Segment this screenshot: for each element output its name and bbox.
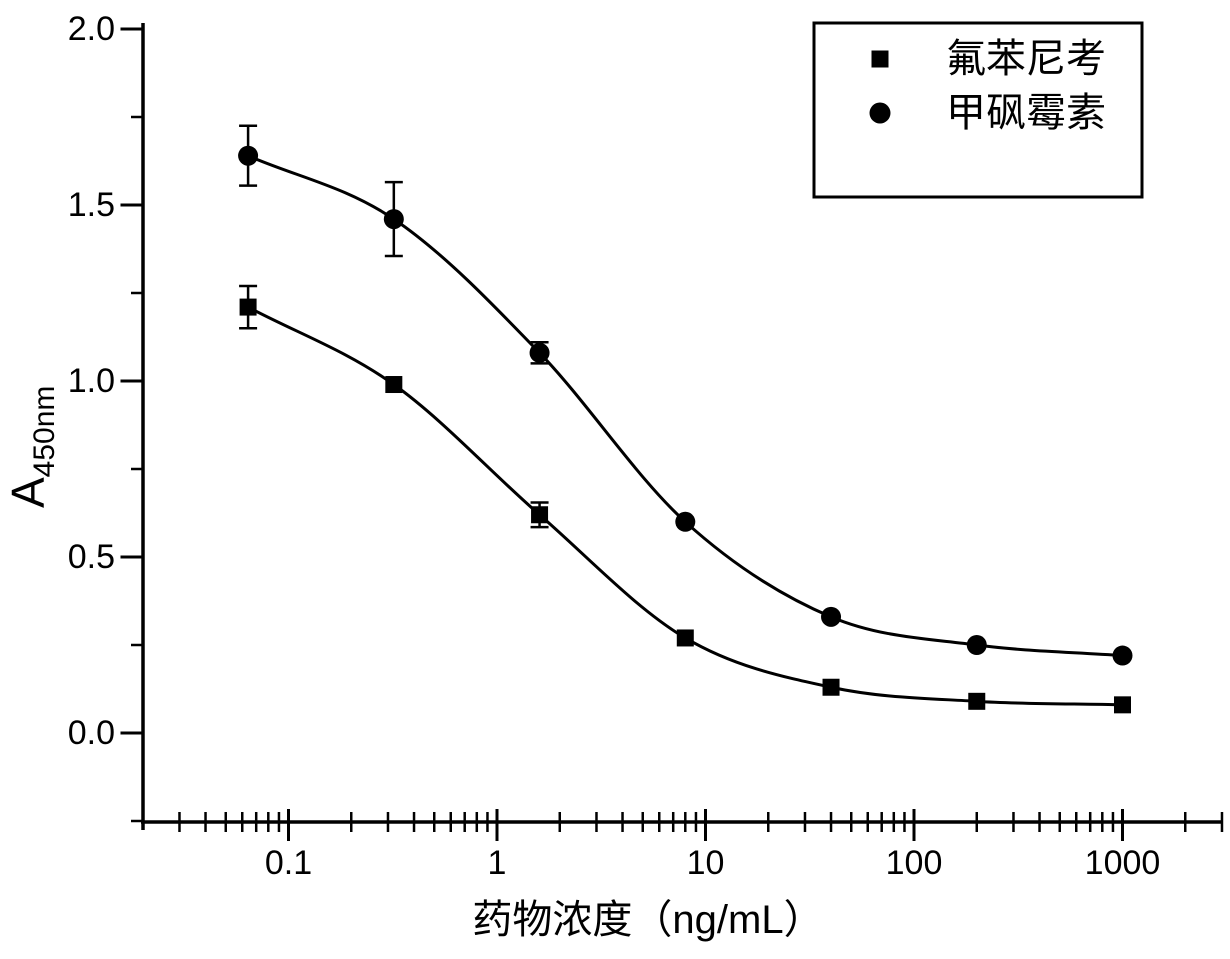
- legend-label-thiamphenicol: 甲砜霉素: [946, 91, 1106, 135]
- legend-circle-marker-icon: [869, 102, 891, 124]
- legend-box: [812, 21, 1144, 199]
- florfenicol-data-point: [822, 678, 840, 696]
- thiamphenicol-data-point: [529, 342, 550, 363]
- y-tick-label: 1.0: [68, 362, 115, 400]
- florfenicol-data-point: [531, 506, 549, 524]
- curve-thiamphenicol: [247, 154, 1123, 658]
- thiamphenicol-data-point: [821, 606, 842, 627]
- x-axis-title: 药物浓度（ng/mL）: [472, 898, 823, 942]
- x-tick-label: 1: [488, 844, 507, 882]
- x-tick-label: 1000: [1085, 844, 1161, 882]
- plot-area: 0.0 0.5 1.0 1.5 2.0 0.1 1 10 100 1000: [68, 10, 1224, 882]
- y-axis-title-subscript: 450nm: [28, 386, 61, 478]
- y-axis-title: A450nm: [2, 386, 61, 508]
- y-tick-label: 0.5: [68, 538, 115, 576]
- thiamphenicol-data-point: [675, 511, 696, 532]
- y-tick-label: 1.5: [68, 186, 115, 224]
- florfenicol-data-point: [239, 298, 257, 316]
- legend-label-florfenicol: 氟苯尼考: [946, 37, 1106, 81]
- x-tick-label: 100: [886, 844, 943, 882]
- y-tick-label: 2.0: [68, 10, 115, 48]
- thiamphenicol-data-point: [1112, 645, 1133, 666]
- x-tick-label: 10: [687, 844, 725, 882]
- thiamphenicol-data-point: [383, 209, 404, 230]
- florfenicol-data-point: [1114, 696, 1131, 714]
- svg-text:A450nm: A450nm: [2, 386, 61, 508]
- florfenicol-data-point: [676, 629, 694, 647]
- florfenicol-data-point: [968, 692, 986, 710]
- legend-square-marker-icon: [871, 50, 889, 68]
- thiamphenicol-data-point: [966, 635, 987, 655]
- y-axis-title-main: A: [2, 477, 54, 508]
- x-tick-label: 0.1: [265, 844, 312, 882]
- thiamphenicol-data-point: [238, 145, 259, 166]
- y-tick-label: 0.0: [68, 714, 115, 752]
- florfenicol-data-point: [385, 376, 403, 394]
- legend: 氟苯尼考 甲砜霉素: [812, 21, 1144, 199]
